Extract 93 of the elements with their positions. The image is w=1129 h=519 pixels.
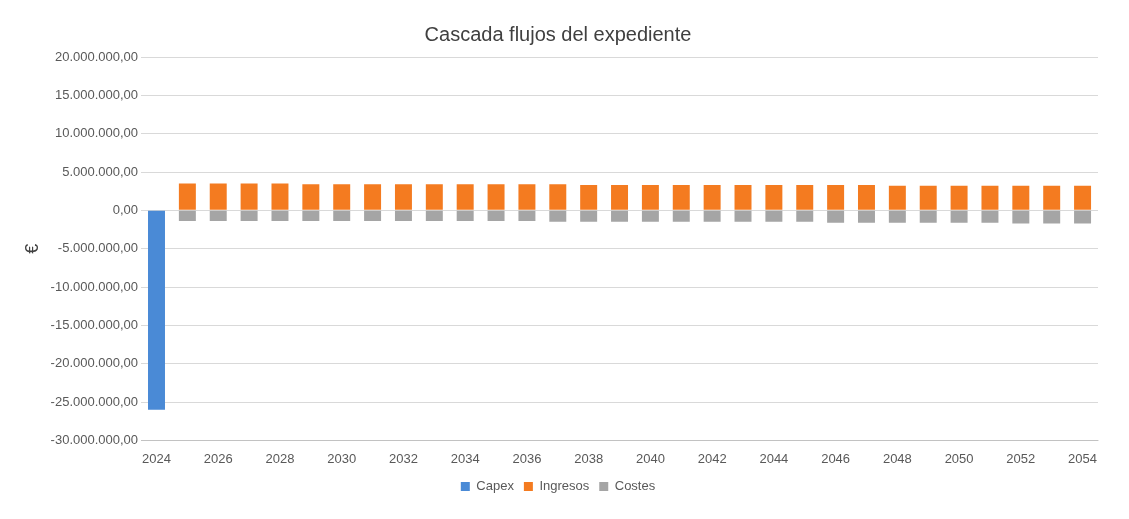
bar <box>888 185 906 210</box>
bar <box>580 185 598 210</box>
bar <box>456 210 474 222</box>
bar <box>148 210 165 410</box>
bar <box>394 184 412 210</box>
bar <box>641 210 659 222</box>
bar <box>611 185 629 210</box>
bar <box>857 185 875 210</box>
bar <box>827 185 845 210</box>
bar <box>734 210 752 222</box>
bar <box>796 210 814 222</box>
bar <box>1074 185 1092 210</box>
bar <box>487 210 505 222</box>
bar <box>765 185 783 210</box>
x-tick-label: 2054 <box>1068 450 1098 466</box>
x-tick-label: 2044 <box>759 450 789 466</box>
bar <box>549 210 567 222</box>
bar <box>271 210 289 222</box>
y-tick-label: 0,00 <box>112 201 139 217</box>
bar <box>425 210 443 222</box>
bar <box>611 210 629 222</box>
bar <box>950 185 968 210</box>
bar <box>271 183 289 210</box>
bar <box>919 210 937 223</box>
bar <box>487 184 505 210</box>
bar <box>333 184 351 210</box>
bar <box>981 210 999 223</box>
bar <box>1043 210 1061 224</box>
bar <box>302 184 320 210</box>
bar <box>302 210 320 222</box>
x-tick-label: 2024 <box>142 450 171 466</box>
legend-label: Ingresos <box>539 478 590 494</box>
x-tick-label: 2038 <box>574 450 604 466</box>
legend-label: Capex <box>476 478 515 494</box>
y-tick-label: 20.000.000,00 <box>54 48 139 64</box>
bar <box>827 210 845 223</box>
bar <box>456 184 474 210</box>
bar <box>518 184 536 210</box>
bar <box>1012 210 1030 224</box>
bar <box>672 185 690 210</box>
x-tick-label: 2030 <box>327 450 357 466</box>
bar <box>518 210 536 222</box>
bar <box>857 210 875 223</box>
y-tick-label: 5.000.000,00 <box>62 163 139 179</box>
x-tick-label: 2042 <box>697 450 727 466</box>
bar <box>364 210 382 222</box>
bar <box>240 210 258 222</box>
x-tick-label: 2052 <box>1006 450 1036 466</box>
bar <box>364 184 382 210</box>
bar <box>209 210 227 222</box>
bar <box>641 185 659 210</box>
bar <box>178 210 196 222</box>
bar <box>672 210 690 222</box>
bar <box>1043 185 1061 210</box>
y-tick-label: -20.000.000,00 <box>50 355 139 371</box>
x-tick-label: 2048 <box>882 450 912 466</box>
x-tick-label: 2028 <box>265 450 295 466</box>
legend-label: Costes <box>614 478 656 494</box>
y-tick-label: -30.000.000,00 <box>50 431 139 447</box>
x-tick-label: 2026 <box>203 450 233 466</box>
bar <box>178 183 196 210</box>
x-tick-label: 2050 <box>944 450 974 466</box>
chart-title: Cascada flujos del expediente <box>424 22 692 45</box>
y-axis-title: € <box>21 243 42 254</box>
y-tick-label: -5.000.000,00 <box>57 240 139 256</box>
y-tick-label: -10.000.000,00 <box>50 278 139 294</box>
bar <box>734 185 752 210</box>
bar <box>1012 185 1030 210</box>
bar <box>394 210 412 222</box>
bar <box>703 185 721 210</box>
bar <box>209 183 227 210</box>
bar <box>580 210 598 222</box>
bar <box>333 210 351 222</box>
y-tick-label: 15.000.000,00 <box>54 86 139 102</box>
bar <box>950 210 968 223</box>
x-tick-label: 2034 <box>450 450 480 466</box>
y-tick-label: -25.000.000,00 <box>50 393 139 409</box>
bar <box>549 184 567 210</box>
y-tick-label: -15.000.000,00 <box>50 316 139 332</box>
bar <box>796 185 814 210</box>
x-tick-label: 2046 <box>821 450 851 466</box>
y-tick-label: 10.000.000,00 <box>54 125 139 141</box>
bar <box>425 184 443 210</box>
x-tick-label: 2036 <box>512 450 542 466</box>
bar <box>888 210 906 223</box>
bar <box>981 185 999 210</box>
bar <box>240 183 258 210</box>
bar <box>703 210 721 222</box>
bar <box>1074 210 1092 224</box>
x-tick-label: 2040 <box>635 450 665 466</box>
bar <box>765 210 783 222</box>
bar <box>919 185 937 210</box>
x-tick-label: 2032 <box>388 450 418 466</box>
